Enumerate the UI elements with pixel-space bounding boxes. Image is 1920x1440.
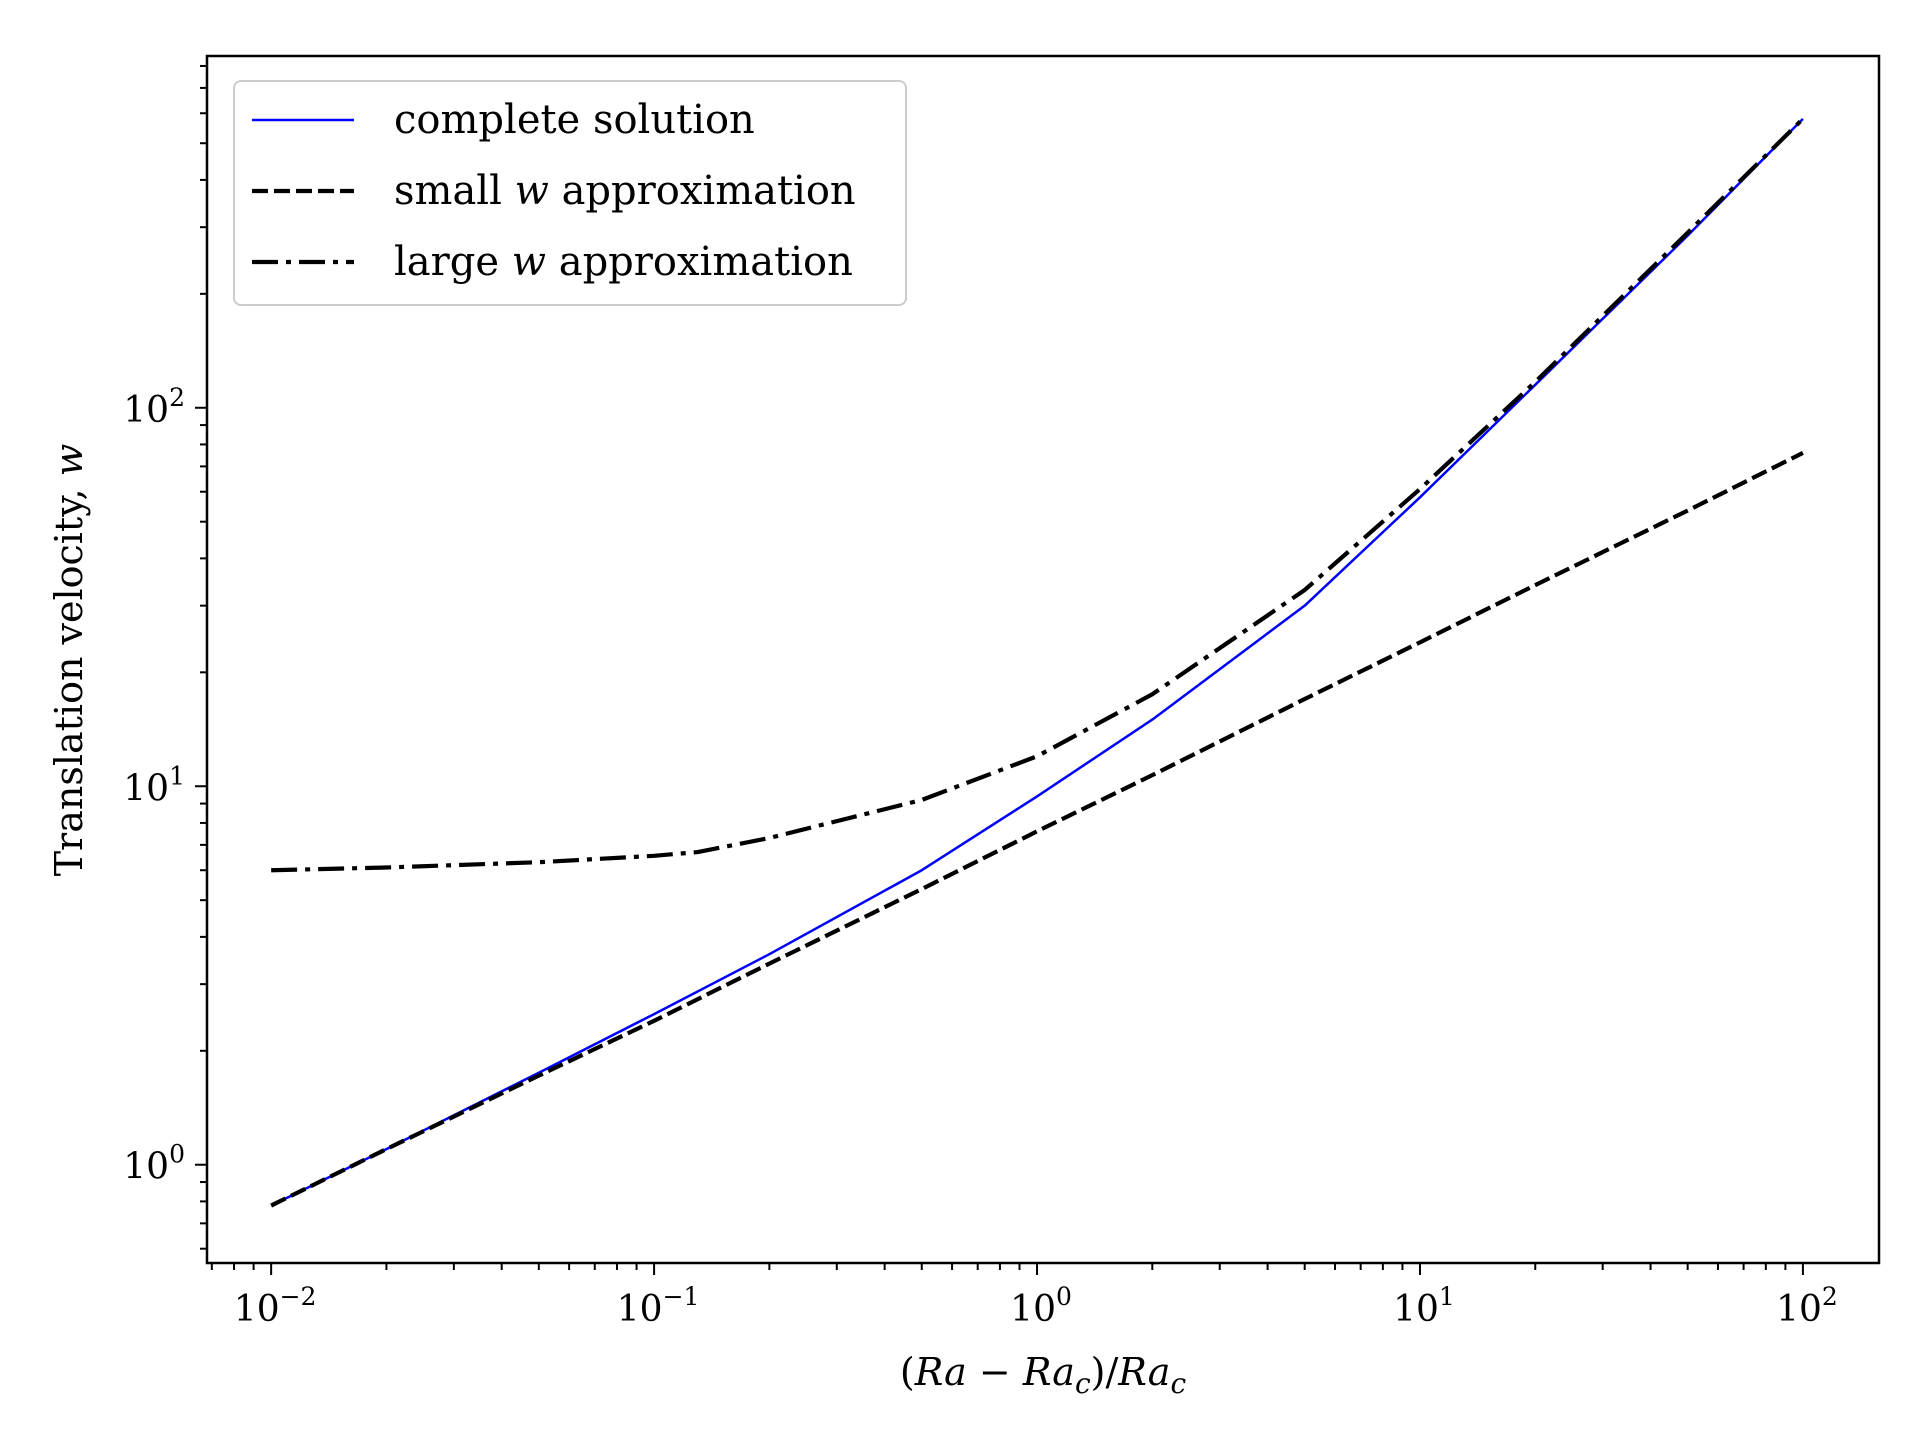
x-tick-labels: 10−2 10−1 100 101 102	[234, 1282, 1838, 1330]
legend-box	[233, 80, 907, 306]
x-label-close: )/	[1091, 1350, 1119, 1394]
x-tick-label-5: 102	[1776, 1282, 1838, 1330]
series-line-3	[271, 117, 1805, 873]
x-tick-label-1: 10−2	[234, 1282, 317, 1330]
x-label-ra2: Ra	[1022, 1350, 1075, 1394]
series-layer	[270, 117, 1805, 1208]
legend: complete solution small w approximation la…	[233, 80, 907, 306]
series-line-2	[270, 451, 1804, 1208]
legend-label-1: complete solution	[394, 97, 755, 143]
x-label-ra1: Ra	[914, 1350, 967, 1394]
y-tick-label-2: 101	[123, 761, 185, 809]
y-axis-label: Translation velocity, w	[47, 444, 91, 877]
x-label-sub-c2: c	[1170, 1367, 1186, 1400]
x-label-open: (	[900, 1350, 915, 1394]
y-tick-labels: 100 101 102	[123, 383, 185, 1188]
x-axis-label: (Ra − Rac)/Rac	[900, 1350, 1187, 1400]
x-tick-label-4: 101	[1393, 1282, 1455, 1330]
y-tick-label-1: 100	[123, 1140, 185, 1188]
x-label-minus: −	[967, 1350, 1023, 1394]
y-tick-label-3: 102	[123, 383, 185, 431]
x-tick-label-3: 100	[1010, 1282, 1072, 1330]
y-label-text: Translation velocity,	[47, 476, 91, 876]
x-label-sub-c1: c	[1075, 1367, 1091, 1400]
series-line-1	[270, 117, 1804, 1207]
y-label-var: w	[47, 444, 91, 477]
x-label-ra3: Ra	[1117, 1350, 1170, 1394]
legend-label-3: large w approximation	[394, 239, 853, 285]
plot-frame	[205, 54, 1881, 1265]
legend-label-2: small w approximation	[394, 168, 856, 214]
x-tick-label-2: 10−1	[617, 1282, 700, 1330]
